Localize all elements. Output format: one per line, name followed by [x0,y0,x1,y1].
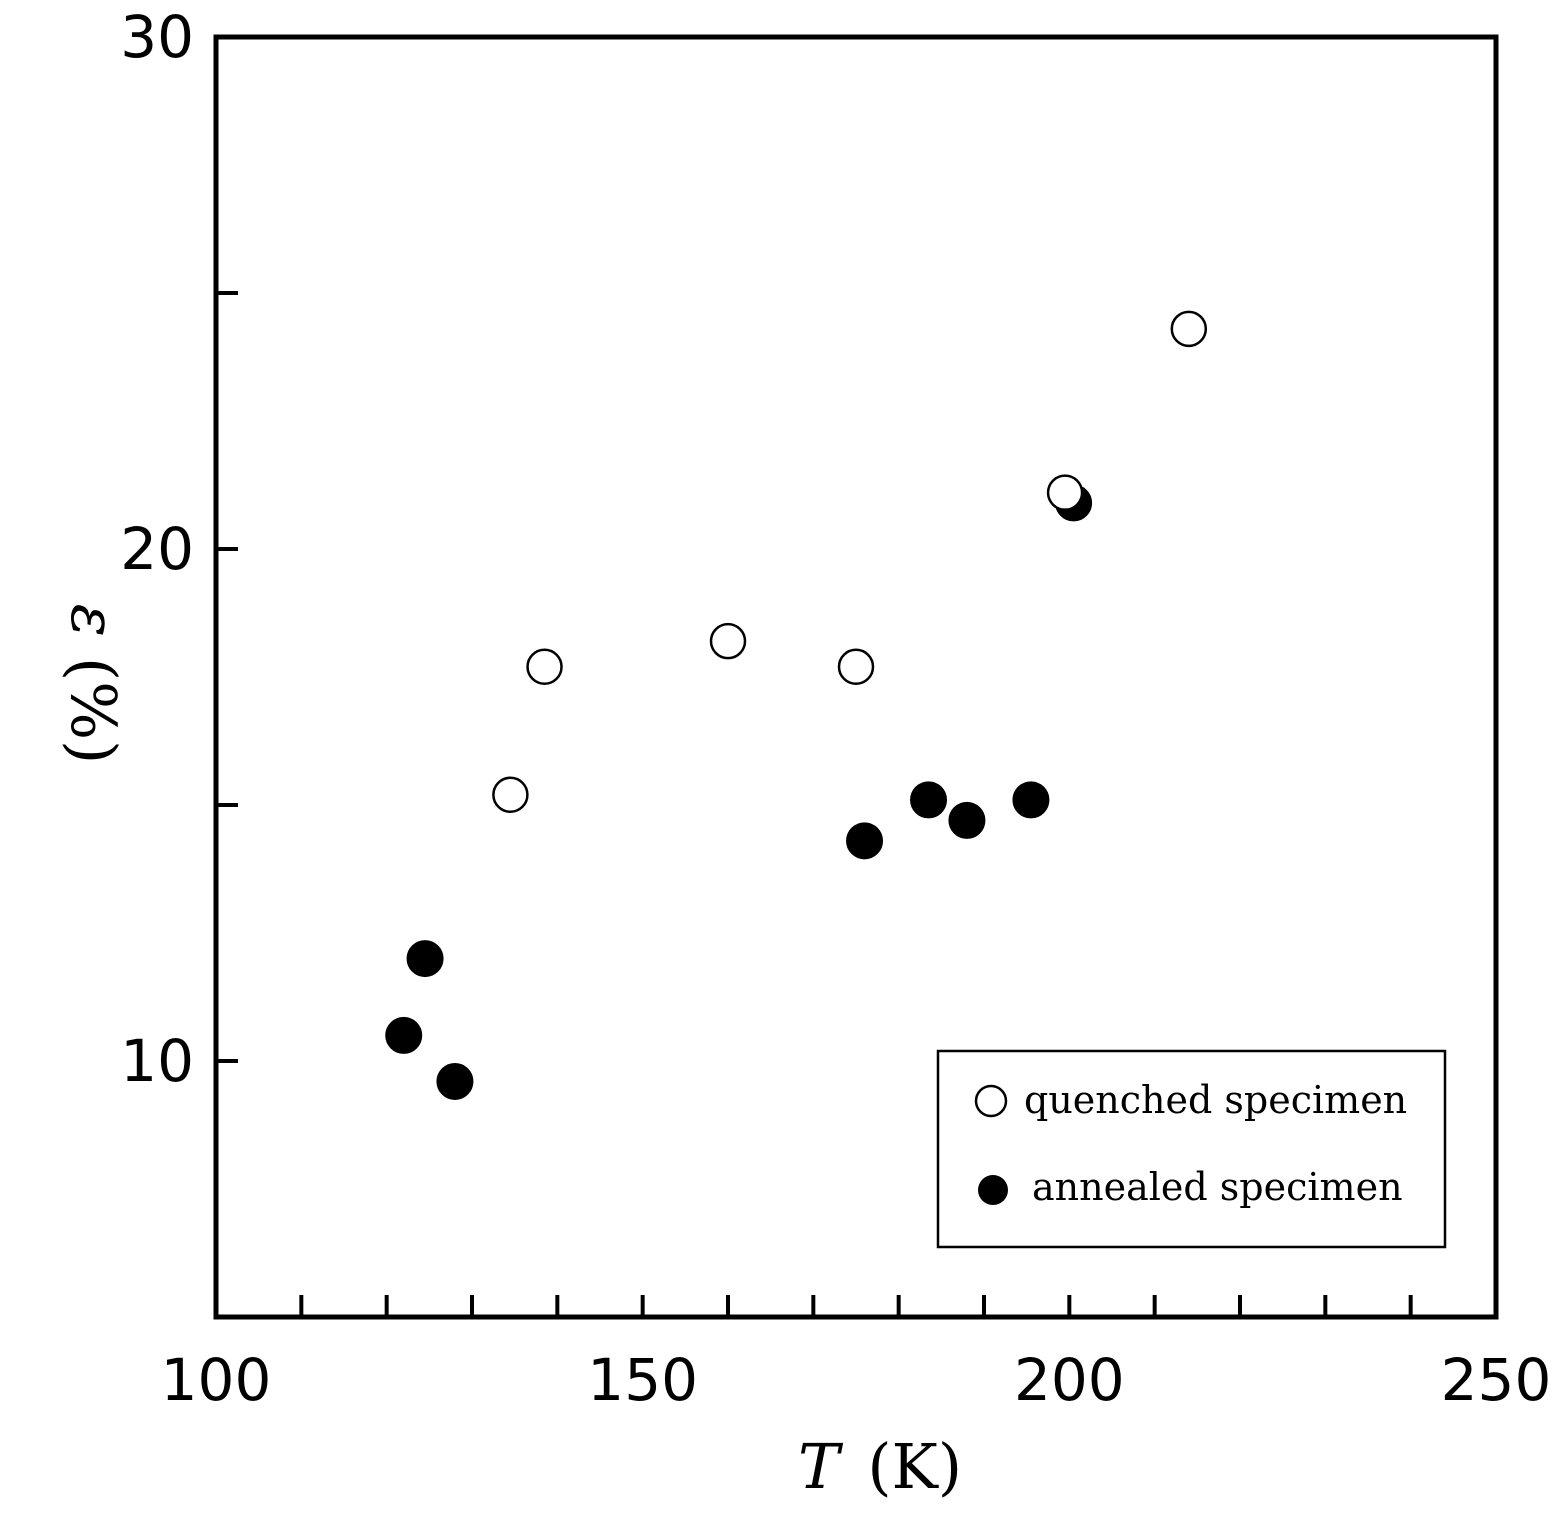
y-axis-unit: (%) [57,657,130,764]
legend-box [936,1049,1447,1249]
x-axis-title: T (K) [798,1430,962,1503]
y-tick-label: 20 [120,515,194,583]
annealed-point [910,781,948,819]
annealed-point [846,822,884,860]
annealed-point [1012,781,1050,819]
x-tick-label: 250 [1441,1346,1552,1414]
x-tick-label: 150 [587,1346,698,1414]
legend-marker-quenched [974,1084,1008,1118]
x-tick-label: 200 [1014,1346,1125,1414]
quenched-point [837,648,875,686]
y-axis-title: ε (%) [57,604,130,765]
legend-marker-annealed [978,1175,1008,1205]
quenched-point [526,648,563,686]
y-tick-label: 30 [120,3,194,71]
y-axis-tick-labels: 10 20 30 [120,3,194,1095]
x-axis-symbol: T [798,1430,844,1503]
plot-frame [213,34,1499,1320]
quenched-point [1170,310,1208,348]
y-axis-ticks [216,291,238,1063]
quenched-point [709,622,747,660]
annealed-point [406,940,444,978]
legend: quenched specimen annealed specimen [936,1049,1447,1249]
legend-label-annealed: annealed specimen [1032,1165,1403,1209]
annealed-point [436,1062,474,1100]
annealed-point [948,801,986,839]
quenched-point [1046,474,1084,511]
annealed-point [385,1016,423,1054]
y-axis-symbol: ε [57,604,130,637]
x-axis-unit: (K) [867,1430,962,1503]
data-points [385,310,1208,1100]
y-tick-label: 10 [120,1027,194,1095]
quenched-point [492,776,529,814]
legend-label-quenched: quenched specimen [1024,1078,1407,1122]
x-axis-tick-labels: 100 150 200 250 [161,1346,1552,1414]
x-axis-ticks [299,1295,1413,1317]
x-tick-label: 100 [161,1346,272,1414]
